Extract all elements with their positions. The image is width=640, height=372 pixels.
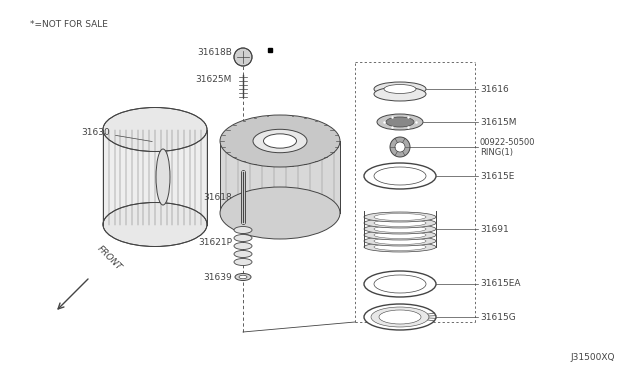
Circle shape bbox=[395, 142, 405, 152]
Text: *=NOT FOR SALE: *=NOT FOR SALE bbox=[30, 20, 108, 29]
Ellipse shape bbox=[374, 237, 426, 244]
Ellipse shape bbox=[377, 114, 423, 130]
Ellipse shape bbox=[239, 275, 247, 279]
Text: 31621P: 31621P bbox=[198, 237, 232, 247]
Ellipse shape bbox=[374, 225, 426, 232]
Ellipse shape bbox=[264, 134, 296, 148]
Ellipse shape bbox=[374, 244, 426, 250]
Text: 31630: 31630 bbox=[81, 128, 152, 141]
Ellipse shape bbox=[371, 307, 429, 327]
Ellipse shape bbox=[374, 167, 426, 185]
Text: FRONT: FRONT bbox=[95, 244, 123, 272]
Text: RING(1): RING(1) bbox=[480, 148, 513, 157]
Ellipse shape bbox=[374, 214, 426, 221]
Text: 31615E: 31615E bbox=[480, 171, 515, 180]
Ellipse shape bbox=[103, 108, 207, 151]
Ellipse shape bbox=[364, 230, 436, 240]
Ellipse shape bbox=[379, 310, 421, 324]
Ellipse shape bbox=[364, 224, 436, 234]
Ellipse shape bbox=[364, 271, 436, 297]
Ellipse shape bbox=[374, 219, 426, 227]
Text: J31500XQ: J31500XQ bbox=[570, 353, 615, 362]
Ellipse shape bbox=[384, 84, 416, 93]
Ellipse shape bbox=[386, 117, 414, 127]
Text: 31691: 31691 bbox=[480, 224, 509, 234]
Text: 31618B: 31618B bbox=[197, 48, 232, 57]
Ellipse shape bbox=[234, 250, 252, 257]
Text: 31639: 31639 bbox=[204, 273, 232, 282]
Ellipse shape bbox=[234, 243, 252, 250]
Ellipse shape bbox=[364, 236, 436, 246]
Text: 00922-50500: 00922-50500 bbox=[480, 138, 536, 147]
Ellipse shape bbox=[220, 115, 340, 167]
Circle shape bbox=[234, 48, 252, 66]
Ellipse shape bbox=[103, 202, 207, 247]
Ellipse shape bbox=[234, 227, 252, 234]
Bar bbox=[103, 129, 207, 224]
Ellipse shape bbox=[234, 259, 252, 266]
Text: 31625M: 31625M bbox=[196, 74, 232, 83]
Ellipse shape bbox=[364, 242, 436, 252]
Text: 31615G: 31615G bbox=[480, 312, 516, 321]
Ellipse shape bbox=[364, 212, 436, 222]
Ellipse shape bbox=[374, 231, 426, 238]
Bar bbox=[220, 141, 340, 213]
Text: 31615EA: 31615EA bbox=[480, 279, 520, 289]
Ellipse shape bbox=[374, 82, 426, 96]
Ellipse shape bbox=[253, 129, 307, 153]
Text: 31615M: 31615M bbox=[480, 118, 516, 126]
Ellipse shape bbox=[364, 163, 436, 189]
Ellipse shape bbox=[156, 149, 170, 205]
Text: 31618: 31618 bbox=[204, 192, 232, 202]
Ellipse shape bbox=[364, 304, 436, 330]
Text: 31616: 31616 bbox=[480, 84, 509, 93]
Ellipse shape bbox=[235, 273, 251, 280]
Ellipse shape bbox=[364, 218, 436, 228]
Ellipse shape bbox=[220, 187, 340, 239]
Ellipse shape bbox=[234, 234, 252, 241]
Ellipse shape bbox=[374, 87, 426, 101]
Ellipse shape bbox=[374, 275, 426, 293]
Circle shape bbox=[390, 137, 410, 157]
